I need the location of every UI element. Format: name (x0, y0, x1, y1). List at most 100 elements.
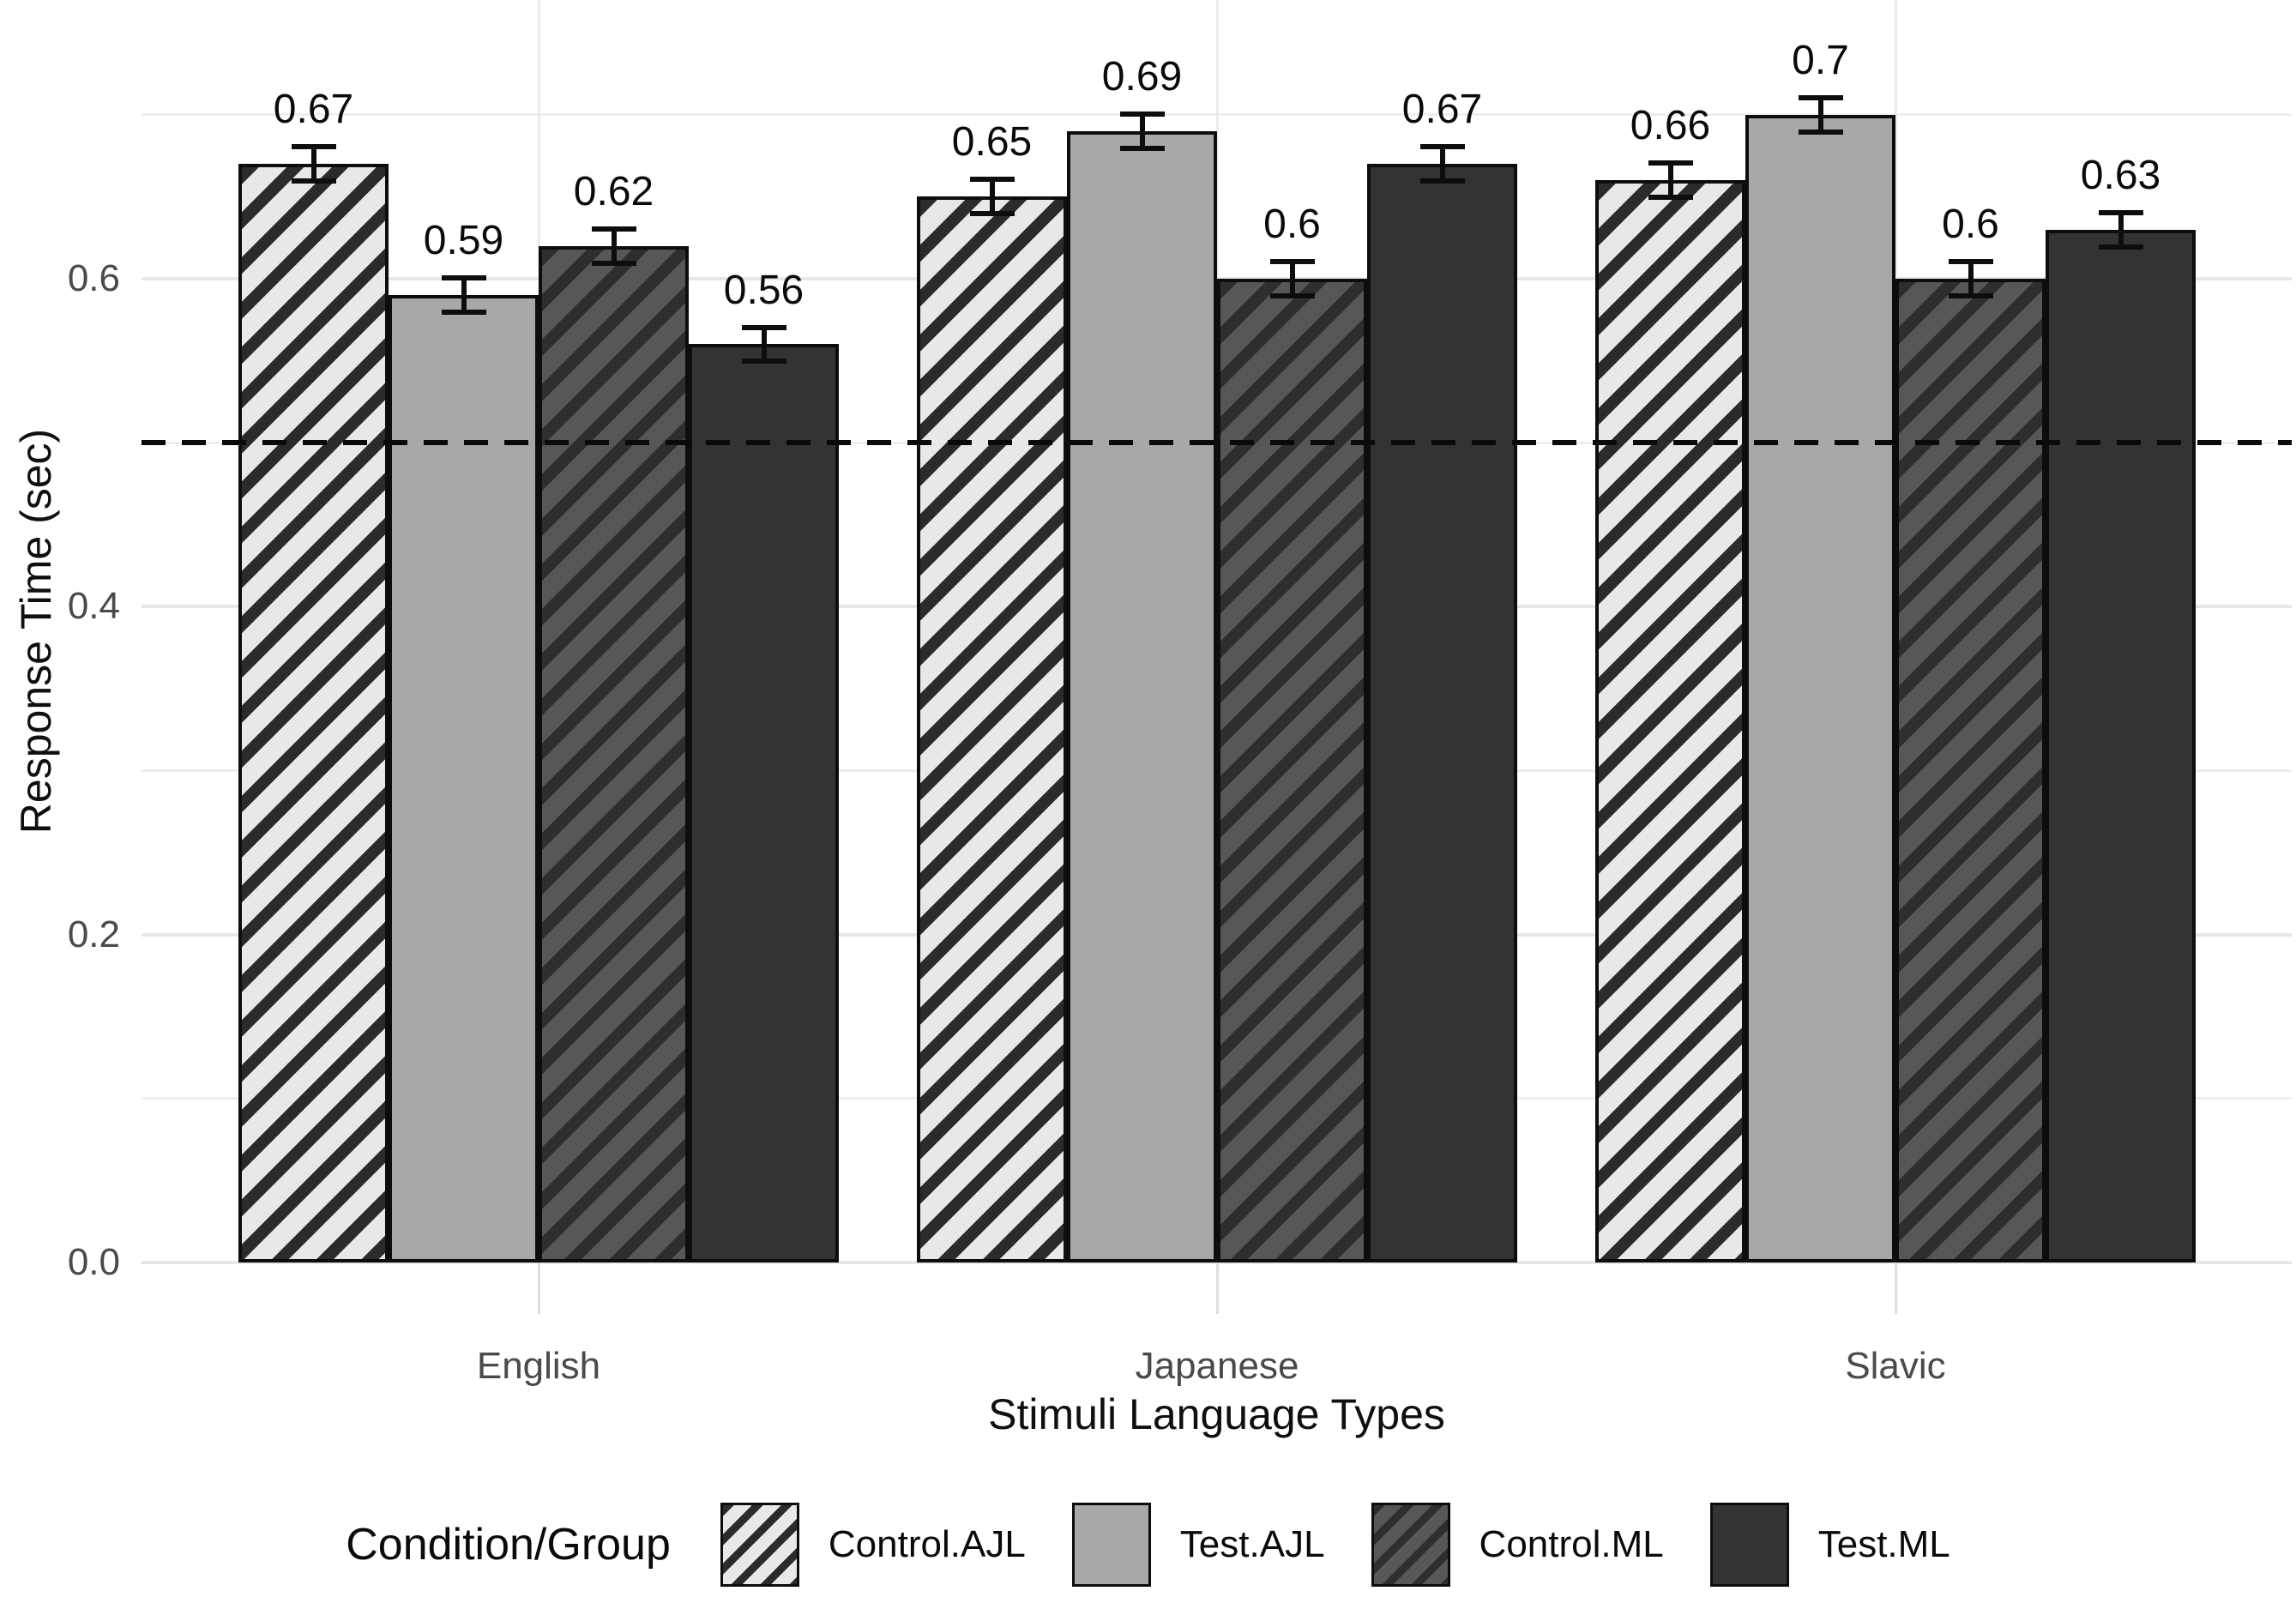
error-bar-cap-bottom (1269, 292, 1315, 298)
bar-test.ml-slavic (2046, 229, 2196, 1263)
bar-value-label: 0.62 (573, 168, 654, 214)
error-bar-cap-bottom (1119, 145, 1165, 151)
legend-item-test.ml: Test.ML (1709, 1503, 1950, 1587)
bar-value-label: 0.63 (2080, 152, 2161, 198)
bar-control.ajl-japanese (917, 196, 1067, 1263)
legend-label-control.ml: Control.ML (1479, 1523, 1664, 1565)
error-bar-line (1667, 160, 1673, 201)
error-bar-test.ml-english (741, 324, 786, 365)
error-bar-cap-bottom (441, 310, 486, 316)
error-bar-control.ml-japanese (1269, 259, 1315, 298)
bar-value-label: 0.56 (723, 267, 805, 313)
error-bar-cap-top (1119, 111, 1165, 117)
bar-value-label: 0.6 (1942, 202, 1999, 248)
legend-title: Condition/Group (346, 1520, 671, 1570)
x-tick-mark-japanese (1215, 1263, 1219, 1314)
legend-key-test.ajl (1071, 1503, 1151, 1587)
error-bar-cap-bottom (291, 178, 336, 184)
bar-test.ajl-japanese (1067, 130, 1217, 1263)
bar-control.ajl-slavic (1595, 180, 1745, 1263)
legend-key-control.ajl (720, 1503, 799, 1587)
y-tick-label-0.4: 0.4 (67, 585, 120, 628)
x-tick-mark-slavic (1894, 1263, 1897, 1314)
error-bar-cap-bottom (2098, 244, 2143, 250)
y-axis-title: Response Time (sec) (12, 428, 60, 835)
legend-key-test.ml (1709, 1503, 1789, 1587)
bar-control.ml-english (539, 245, 689, 1263)
error-bar-cap-top (441, 275, 486, 281)
error-bar-cap-bottom (969, 211, 1015, 217)
error-bar-cap-bottom (1948, 292, 1993, 298)
legend: Condition/Group Control.AJL Test.AJL Contr… (0, 1503, 2296, 1587)
error-bar-cap-top (2098, 209, 2143, 215)
legend-label-test.ajl: Test.AJL (1179, 1523, 1325, 1565)
bar-control.ml-slavic (1895, 278, 2046, 1263)
error-bar-line (1968, 259, 1974, 298)
bar-value-label: 0.65 (951, 119, 1033, 166)
y-tick-label-0.2: 0.2 (67, 913, 120, 955)
bar-value-label: 0.67 (1401, 87, 1483, 133)
error-bar-cap-bottom (741, 359, 786, 365)
legend-item-test.ajl: Test.AJL (1071, 1503, 1325, 1587)
error-bar-control.ajl-english (291, 144, 336, 184)
error-bar-control.ajl-japanese (969, 177, 1015, 217)
bar-value-label: 0.67 (273, 87, 354, 133)
y-tick-label-0.6: 0.6 (67, 256, 120, 299)
bar-value-label: 0.66 (1630, 103, 1711, 149)
error-bar-cap-top (291, 144, 336, 150)
error-bar-cap-top (1419, 144, 1465, 150)
x-category-label-english: English (476, 1345, 601, 1387)
error-bar-line (761, 324, 767, 365)
error-bar-cap-top (1648, 160, 1693, 166)
error-bar-cap-bottom (1419, 178, 1465, 184)
legend-item-control.ajl: Control.AJL (720, 1503, 1026, 1587)
error-bar-test.ajl-english (441, 275, 486, 316)
error-bar-test.ajl-japanese (1119, 111, 1165, 151)
legend-key-control.ml (1371, 1503, 1450, 1587)
x-axis-title: Stimuli Language Types (988, 1390, 1445, 1438)
bar-value-label: 0.59 (423, 218, 504, 264)
error-bar-control.ml-slavic (1948, 259, 1993, 298)
error-bar-line (1817, 94, 1823, 135)
error-bar-test.ajl-slavic (1798, 94, 1843, 135)
error-bar-control.ajl-slavic (1648, 160, 1693, 201)
bar-control.ml-japanese (1217, 278, 1367, 1263)
bar-value-label: 0.6 (1263, 202, 1321, 248)
bar-control.ajl-english (238, 164, 389, 1263)
error-bar-cap-top (591, 226, 636, 232)
x-tick-mark-english (537, 1263, 540, 1314)
legend-label-test.ml: Test.ML (1817, 1523, 1950, 1565)
bar-test.ml-japanese (1367, 164, 1517, 1263)
error-bar-cap-top (1798, 94, 1843, 100)
error-bar-control.ml-english (591, 226, 636, 266)
error-bar-line (1289, 259, 1295, 298)
legend-item-control.ml: Control.ML (1371, 1503, 1664, 1587)
error-bar-line (310, 144, 316, 184)
bar-test.ajl-english (389, 295, 539, 1263)
error-bar-cap-bottom (591, 260, 636, 266)
x-category-label-japanese: Japanese (1135, 1345, 1299, 1387)
reference-line (142, 440, 2292, 446)
error-bar-line (1439, 144, 1445, 184)
legend-label-control.ajl: Control.AJL (828, 1523, 1026, 1565)
error-bar-cap-top (1269, 259, 1315, 265)
error-bar-cap-bottom (1648, 195, 1693, 201)
error-bar-cap-top (969, 177, 1015, 183)
error-bar-line (1139, 111, 1145, 151)
error-bar-test.ml-slavic (2098, 209, 2143, 250)
error-bar-line (2118, 209, 2124, 250)
error-bar-line (611, 226, 617, 266)
error-bar-cap-top (741, 324, 786, 330)
bar-test.ml-english (689, 344, 839, 1263)
bar-value-label: 0.69 (1101, 53, 1183, 99)
x-category-label-slavic: Slavic (1845, 1345, 1946, 1387)
error-bar-test.ml-japanese (1419, 144, 1465, 184)
error-bar-line (989, 177, 995, 217)
bar-test.ajl-slavic (1745, 114, 1895, 1263)
error-bar-cap-bottom (1798, 129, 1843, 135)
bar-value-label: 0.7 (1792, 37, 1849, 83)
error-bar-line (461, 275, 467, 316)
plot-area: 0.67 0.65 0.66 0.59 0.69 0.7 0.62 0.6 0.6 0.56 0.6… (142, 0, 2292, 1264)
error-bar-cap-top (1948, 259, 1993, 265)
